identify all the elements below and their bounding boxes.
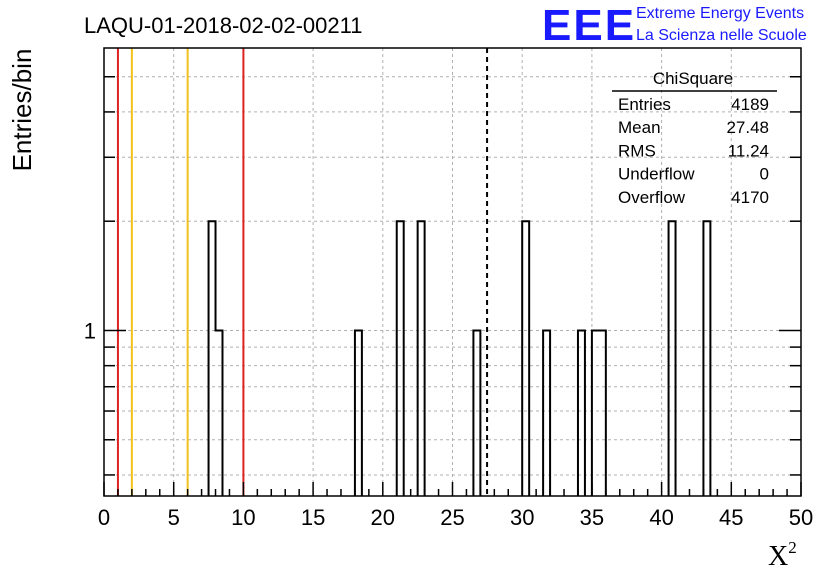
- logo-line-1: Extreme Energy Events: [636, 5, 804, 22]
- stats-value: 4170: [731, 188, 769, 207]
- histogram-bin: [209, 221, 216, 496]
- x-tick-label: 25: [440, 505, 464, 530]
- histogram-bin: [592, 330, 599, 496]
- stats-label: Entries: [618, 95, 671, 114]
- y-tick-label: 1: [84, 318, 96, 343]
- histogram-bin: [397, 221, 404, 496]
- x-tick-label: 50: [789, 505, 813, 530]
- stats-label: RMS: [618, 141, 656, 160]
- x-tick-label: 30: [510, 505, 534, 530]
- histogram-bin: [599, 330, 606, 496]
- stats-box: ChiSquare Entries 4189 Mean 27.48 RMS 11.24 Un…: [612, 69, 777, 207]
- x-axis-label: X2: [768, 538, 797, 572]
- logo-mark: EEE: [542, 1, 636, 50]
- stats-label: Underflow: [618, 165, 695, 184]
- x-tick-label: 15: [301, 505, 325, 530]
- axis-ticks: 0 5 10 15 20 25 30 35 40 45 50 1: [84, 75, 813, 530]
- reference-lines: [116, 48, 489, 496]
- stats-label: Overflow: [618, 188, 686, 207]
- histogram-bin: [418, 221, 425, 496]
- stats-value: 0: [760, 165, 769, 184]
- stats-label: Mean: [618, 118, 661, 137]
- histogram-bars: [207, 220, 712, 496]
- stats-rows: Entries 4189 Mean 27.48 RMS 11.24 Underflow 0 Ov…: [618, 95, 769, 207]
- histogram-bin: [522, 221, 529, 496]
- stats-value: 27.48: [726, 118, 769, 137]
- chart-title: LAQU-01-2018-02-02-00211: [84, 13, 362, 38]
- stats-title: ChiSquare: [653, 69, 733, 88]
- x-tick-label: 0: [98, 505, 110, 530]
- x-tick-label: 10: [231, 505, 255, 530]
- x-tick-label: 20: [371, 505, 395, 530]
- x-tick-label: 35: [580, 505, 604, 530]
- x-axis-label-superscript: 2: [788, 538, 797, 557]
- x-tick-label: 45: [719, 505, 743, 530]
- histogram-bin: [216, 330, 223, 496]
- histogram-bin: [355, 330, 362, 496]
- x-tick-label: 40: [649, 505, 673, 530]
- histogram-bin: [578, 330, 585, 496]
- histogram-bin: [669, 221, 676, 496]
- histogram-bin: [543, 330, 550, 496]
- stats-value: 4189: [731, 95, 769, 114]
- histogram-bin: [703, 221, 710, 496]
- x-axis-label-base: X: [768, 541, 788, 572]
- eee-logo: EEE Extreme Energy Events La Scienza nel…: [542, 1, 807, 50]
- y-axis-label: Entries/bin: [7, 49, 37, 172]
- histogram-outline: [207, 220, 712, 496]
- stats-value: 11.24: [728, 141, 769, 160]
- x-tick-label: 5: [168, 505, 180, 530]
- histogram-bin: [473, 330, 480, 496]
- logo-line-2: La Scienza nelle Scuole: [636, 27, 807, 44]
